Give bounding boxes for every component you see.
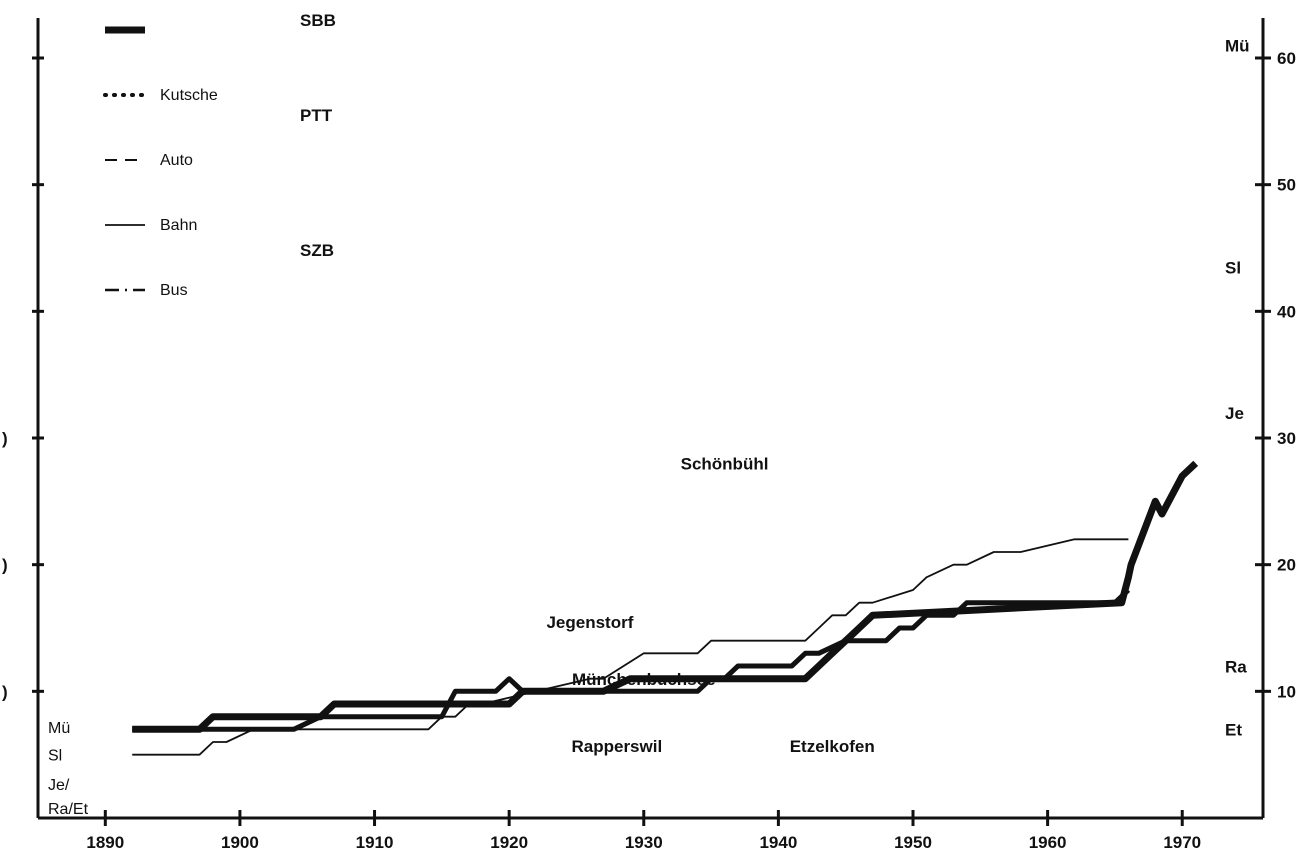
ticks: 1890 1900 1910 1920 1930 1940 1950 1960 1970 10 20… xyxy=(2,49,1296,852)
y-right-tick-label: 20 xyxy=(1277,556,1296,575)
y-left-tick-label: ) xyxy=(2,682,8,701)
legend-group-label: SBB xyxy=(300,11,336,30)
x-tick-label: 1910 xyxy=(356,833,394,852)
y-right-tick-label: 10 xyxy=(1277,682,1296,701)
right-series-label: Et xyxy=(1225,721,1242,740)
x-tick-label: 1920 xyxy=(490,833,528,852)
series-line-1 xyxy=(132,460,1199,733)
y-right-tick-label: 60 xyxy=(1277,49,1296,68)
x-tick-label: 1970 xyxy=(1163,833,1201,852)
legend-item-label: Kutsche xyxy=(160,87,218,104)
y-right-tick-label: 50 xyxy=(1277,176,1296,195)
y-right-tick-label: 30 xyxy=(1277,429,1296,448)
x-tick-label: 1950 xyxy=(894,833,932,852)
y-left-tick-label: ) xyxy=(2,556,8,575)
series-lines xyxy=(132,460,1199,756)
series-annotation: Rapperswil xyxy=(571,737,662,756)
left-series-label: Sl xyxy=(48,748,62,765)
right-series-label: Je xyxy=(1225,404,1244,423)
x-tick-label: 1960 xyxy=(1029,833,1067,852)
series-annotation: Schönbühl xyxy=(681,455,769,474)
y-left-tick-label: ) xyxy=(2,429,8,448)
left-series-label: Je/ xyxy=(48,777,70,794)
series-annotation: Etzelkofen xyxy=(790,737,875,756)
x-tick-label: 1890 xyxy=(86,833,124,852)
legend-item-label: Auto xyxy=(160,152,193,169)
left-series-label: Mü xyxy=(48,720,70,737)
legend-item-label: Bus xyxy=(160,282,188,299)
legend-group-label: PTT xyxy=(300,106,333,125)
right-series-label: Ra xyxy=(1225,657,1247,676)
y-right-tick-label: 40 xyxy=(1277,302,1296,321)
axes xyxy=(36,18,1265,820)
legend-group-label: SZB xyxy=(300,241,334,260)
right-series-label: Sl xyxy=(1225,258,1241,277)
legend-item-label: Bahn xyxy=(160,217,197,234)
left-series-label: Ra/Et xyxy=(48,801,89,818)
x-tick-label: 1900 xyxy=(221,833,259,852)
annotations: Schönbühl Jegenstorf Münchenbuchsee Rappers… xyxy=(48,37,1250,818)
x-tick-label: 1930 xyxy=(625,833,663,852)
right-series-label: Mü xyxy=(1225,37,1250,56)
series-annotation: Münchenbuchsee xyxy=(572,670,716,689)
legend: SBB PTT SZB Kutsche Auto Bahn Bus xyxy=(103,11,336,299)
series-line-2 xyxy=(132,538,1129,756)
x-tick-label: 1940 xyxy=(759,833,797,852)
series-annotation: Jegenstorf xyxy=(546,613,633,632)
series-line-3 xyxy=(132,588,1131,732)
